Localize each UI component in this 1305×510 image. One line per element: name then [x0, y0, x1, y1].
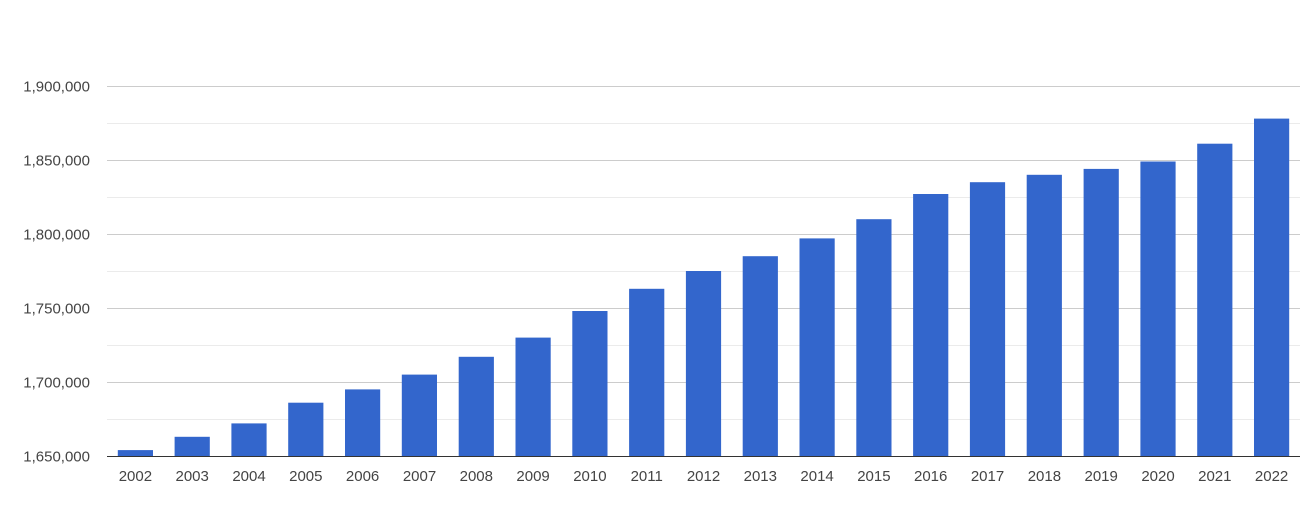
x-tick-label: 2014	[800, 468, 833, 485]
bar-2011	[629, 288, 665, 456]
x-tick-label: 2006	[346, 468, 379, 485]
bar-2008	[458, 356, 494, 456]
bar-2020	[1140, 161, 1176, 456]
y-tick-label: 1,900,000	[23, 79, 90, 96]
bar-2012	[685, 271, 722, 456]
x-tick-label: 2021	[1198, 468, 1231, 485]
bar-2002	[117, 450, 153, 456]
x-tick-label: 2002	[119, 468, 152, 485]
y-tick-label: 1,800,000	[23, 227, 90, 244]
bar-2018	[1026, 174, 1062, 457]
x-tick-label: 2015	[857, 468, 890, 485]
y-tick-label: 1,750,000	[23, 301, 90, 318]
x-tick-label: 2010	[573, 468, 606, 485]
x-tick-label: 2007	[403, 468, 436, 485]
x-tick-label: 2016	[914, 468, 947, 485]
bar-2014	[799, 238, 835, 456]
bar-2015	[856, 219, 892, 456]
bar-2017	[969, 182, 1006, 456]
x-tick-label: 2004	[232, 468, 265, 485]
bar-2004	[231, 423, 267, 456]
x-tick-label: 2018	[1028, 468, 1061, 485]
y-axis-tick-labels: 1,650,000 1,700,000 1,750,000 1,800,000 1,85…	[23, 79, 90, 466]
y-tick-label: 1,650,000	[23, 449, 90, 466]
x-axis-tick-labels: 2002 2003 2004 2005 2006 2007 2008 2009 2010 2011…	[119, 468, 1289, 485]
x-tick-label: 2012	[687, 468, 720, 485]
bar-2003	[174, 436, 210, 456]
bar-2016	[913, 194, 949, 456]
x-tick-label: 2013	[744, 468, 777, 485]
bar-2007	[401, 374, 437, 456]
x-tick-label: 2009	[516, 468, 549, 485]
x-tick-label: 2003	[176, 468, 209, 485]
x-tick-label: 2019	[1085, 468, 1118, 485]
x-tick-label: 2022	[1255, 468, 1288, 485]
bar-2010	[572, 311, 608, 456]
bar-2019	[1083, 168, 1119, 456]
x-tick-label: 2020	[1141, 468, 1174, 485]
x-tick-label: 2017	[971, 468, 1004, 485]
x-tick-label: 2005	[289, 468, 322, 485]
bar-2009	[515, 337, 551, 456]
bar-2013	[742, 256, 778, 456]
bar-2022	[1254, 118, 1290, 456]
bar-2021	[1197, 143, 1233, 456]
y-tick-label: 1,850,000	[23, 153, 90, 170]
bars	[117, 118, 1290, 457]
x-tick-label: 2008	[460, 468, 493, 485]
x-tick-label: 2011	[631, 468, 663, 485]
bar-2006	[345, 389, 381, 456]
y-tick-label: 1,700,000	[23, 375, 90, 392]
bar-2005	[288, 402, 324, 456]
